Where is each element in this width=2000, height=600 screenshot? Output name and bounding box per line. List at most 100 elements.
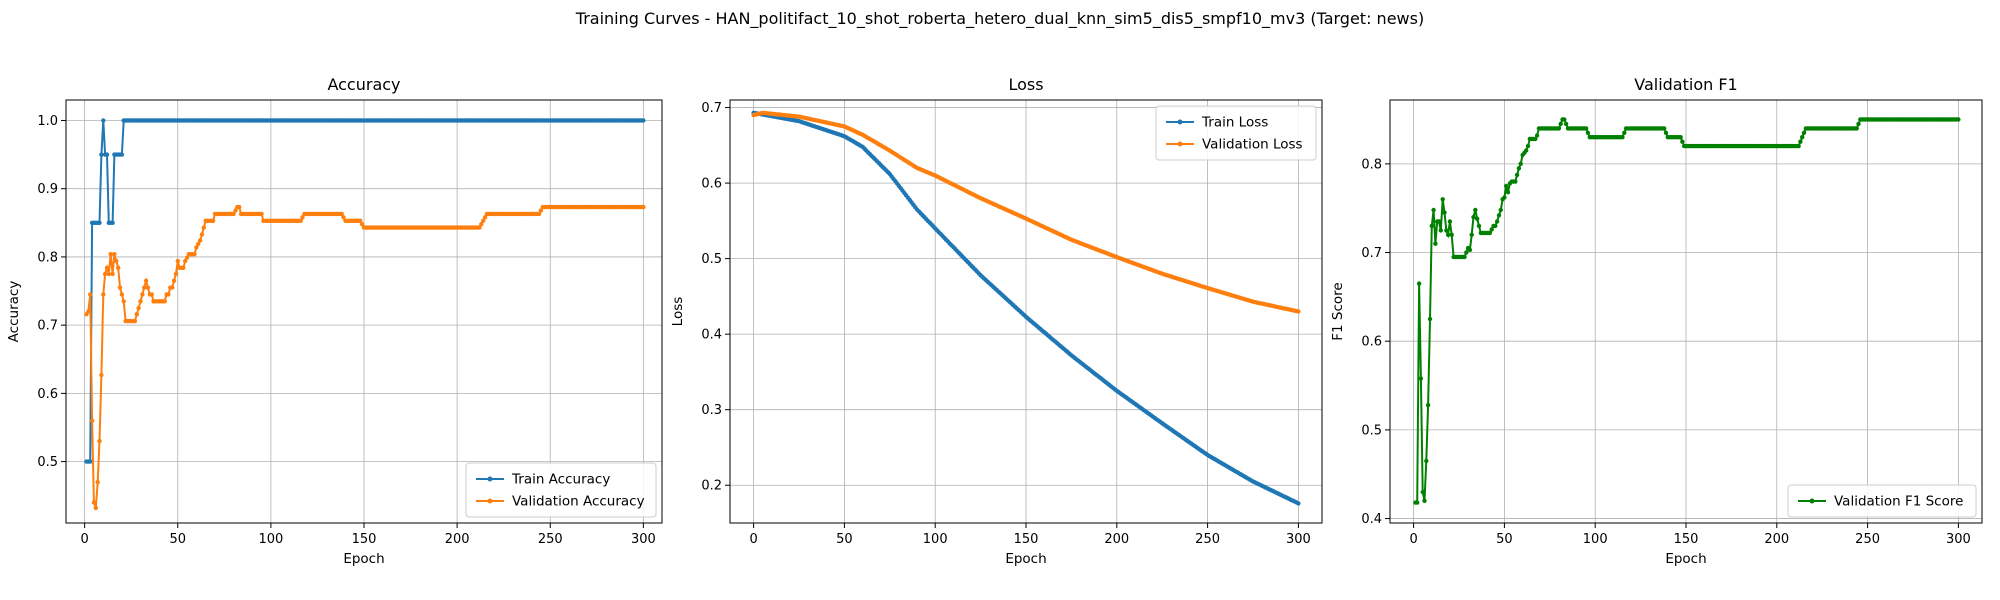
chart-accuracy-series-validation-accuracy-point	[142, 285, 147, 290]
chart-accuracy-legend-marker	[487, 498, 493, 504]
chart-validation-f1-ytick-label: 0.8	[1361, 157, 1382, 172]
chart-accuracy-series-validation-accuracy-point	[121, 299, 126, 304]
chart-accuracy-series-validation-accuracy-point	[479, 222, 484, 227]
chart-loss-series-validation-loss-point	[1296, 309, 1301, 314]
chart-accuracy-series-validation-accuracy-point	[86, 309, 91, 314]
chart-validation-f1-series-validation-f1-score-point	[1445, 232, 1451, 237]
chart-loss-xtick-label: 150	[1014, 532, 1039, 547]
chart-accuracy-xtick-label: 300	[631, 532, 656, 547]
chart-loss-legend-label: Validation Loss	[1202, 137, 1303, 153]
chart-accuracy-ytick-label: 0.7	[37, 319, 58, 334]
chart-accuracy-series-validation-accuracy-point	[481, 218, 486, 223]
chart-accuracy-series-validation-accuracy-point	[149, 292, 154, 297]
chart-validation-f1-xtick-label: 200	[1764, 532, 1789, 547]
chart-accuracy-ytick-label: 0.9	[37, 182, 58, 197]
chart-validation-f1-series-validation-f1-score-point	[1415, 500, 1420, 505]
chart-validation-f1-series-validation-f1-score-point	[1504, 183, 1509, 189]
chart-validation-f1-series-validation-f1-score-point	[1562, 117, 1567, 122]
chart-accuracy-series-validation-accuracy-point	[134, 312, 139, 317]
chart-loss-legend: Train Loss Validation Loss	[1155, 105, 1317, 161]
chart-accuracy-series-validation-accuracy-point	[108, 252, 113, 257]
chart-loss-series-validation-loss	[751, 110, 1301, 314]
chart-accuracy-ylabel: Accuracy	[6, 281, 22, 343]
chart-validation-f1-series-validation-f1-score-point	[1433, 241, 1438, 246]
chart-validation-f1-series-validation-f1-score-point	[1487, 230, 1493, 236]
chart-accuracy-series-validation-accuracy-point	[641, 204, 646, 210]
chart-loss-xtick-label: 50	[836, 532, 853, 547]
chart-accuracy-series-validation-accuracy-point	[97, 438, 102, 444]
chart-accuracy-series-validation-accuracy-point	[482, 215, 488, 220]
chart-validation-f1-series-validation-f1-score-point	[1476, 223, 1482, 229]
chart-validation-f1-series-validation-f1-score-point	[1464, 250, 1469, 255]
chart-validation-f1-series-validation-f1-score-point	[1442, 210, 1447, 215]
chart-accuracy-series-validation-accuracy-point	[184, 255, 190, 260]
chart-loss-xtick-label: 100	[923, 532, 948, 547]
chart-validation-f1-xtick-label: 0	[1409, 532, 1417, 547]
figure-suptitle: Training Curves - HAN_politifact_10_shot…	[575, 9, 1424, 29]
chart-validation-f1-series-validation-f1-score-point	[1956, 117, 1961, 122]
chart-validation-f1-series-validation-f1-score-point	[1516, 166, 1522, 171]
chart-accuracy-series-validation-accuracy-point	[93, 505, 99, 511]
chart-validation-f1-series-validation-f1-score-point	[1420, 489, 1425, 495]
chart-validation-f1-xlabel: Epoch	[1665, 551, 1706, 567]
chart-accuracy-series-train-accuracy-point	[641, 118, 646, 123]
chart-accuracy-xtick-label: 250	[538, 532, 563, 547]
chart-accuracy-series-validation-accuracy-point	[199, 232, 205, 237]
chart-loss-legend-label: Train Loss	[1201, 115, 1268, 131]
chart-loss-xtick-label: 300	[1286, 532, 1311, 547]
chart-validation-f1-series-validation-f1-score-point	[1798, 139, 1803, 144]
chart-accuracy-series-validation-accuracy-point	[233, 208, 238, 213]
chart-validation-f1-legend-item: Validation F1 Score	[1798, 494, 1963, 510]
chart-accuracy-legend-item: Validation Accuracy	[476, 494, 645, 510]
chart-accuracy-series-validation-accuracy-point	[477, 225, 482, 230]
chart-accuracy-series-validation-accuracy-point	[116, 265, 121, 270]
chart-accuracy-series-train-accuracy-point	[101, 118, 106, 123]
chart-accuracy-series-train-accuracy-point	[104, 152, 110, 157]
chart-loss-ytick-label: 0.7	[701, 101, 722, 116]
chart-accuracy-ytick-label: 1.0	[37, 114, 58, 129]
chart-accuracy-ytick-label: 0.6	[37, 387, 58, 402]
chart-validation-f1-series-validation-f1-score-point	[1498, 207, 1504, 213]
chart-validation-f1-legend-box	[1787, 484, 1977, 518]
chart-validation-f1-series-validation-f1-score-point	[1663, 130, 1669, 135]
chart-accuracy-series-train-accuracy-point	[97, 220, 102, 225]
chart-accuracy-legend-marker	[487, 476, 493, 482]
chart-validation-f1-series-validation-f1-score-point	[1502, 195, 1507, 200]
chart-accuracy-series-validation-accuracy-point	[183, 258, 188, 264]
chart-validation-f1-series-validation-f1-score-point	[1556, 126, 1562, 131]
chart-validation-f1-ylabel: F1 Score	[1330, 282, 1346, 340]
chart-accuracy-series-validation-accuracy-point	[339, 211, 344, 217]
chart-accuracy-series-validation-accuracy-point	[341, 215, 346, 220]
chart-validation-f1-ytick-label: 0.5	[1361, 423, 1382, 438]
chart-accuracy-ytick-label: 0.8	[37, 250, 58, 265]
chart-accuracy-series-validation-accuracy-point	[119, 292, 125, 297]
chart-accuracy-series-validation-accuracy-point	[117, 285, 123, 290]
chart-accuracy-series-validation-accuracy-point	[112, 252, 117, 257]
chart-loss-title: Loss	[1008, 75, 1043, 94]
chart-validation-f1-series-validation-f1-score-point	[1558, 121, 1563, 127]
chart-accuracy-series-validation-accuracy-point	[192, 252, 197, 257]
chart-loss-legend-item: Validation Loss	[1166, 137, 1303, 153]
chart-accuracy-legend-label: Validation Accuracy	[512, 494, 645, 510]
chart-loss-legend-box	[1155, 105, 1317, 161]
chart-validation-f1-series-validation-f1-score	[1413, 117, 1961, 505]
chart-accuracy-series-validation-accuracy-point	[237, 204, 242, 210]
chart-loss-ytick-label: 0.3	[701, 403, 722, 418]
chart-validation-f1-series-validation-f1-score-point	[1440, 197, 1445, 202]
chart-validation-f1-series-validation-f1-score-point	[1444, 228, 1449, 233]
chart-accuracy-ytick-label: 0.5	[37, 455, 58, 470]
chart-loss-legend-marker	[1177, 119, 1183, 125]
chart-loss-series-train-loss-point	[1296, 501, 1301, 506]
chart-accuracy-series-validation-accuracy	[84, 204, 646, 511]
chart-accuracy-series-validation-accuracy-point	[171, 278, 177, 283]
chart-accuracy-series-train-accuracy-point	[110, 220, 115, 225]
chart-validation-f1-series-validation-f1-score-point	[1427, 316, 1433, 322]
chart-validation-f1-xtick-label: 250	[1855, 532, 1880, 547]
chart-accuracy-series-validation-accuracy-point	[210, 218, 216, 223]
chart-accuracy-series-train-accuracy	[84, 118, 646, 464]
chart-validation-f1-series-validation-f1-score-point	[1424, 458, 1429, 464]
chart-validation-f1-series-validation-f1-score-point	[1583, 126, 1589, 131]
chart-accuracy-series-validation-accuracy-point	[194, 245, 199, 250]
chart-accuracy-series-validation-accuracy-point	[88, 292, 93, 297]
